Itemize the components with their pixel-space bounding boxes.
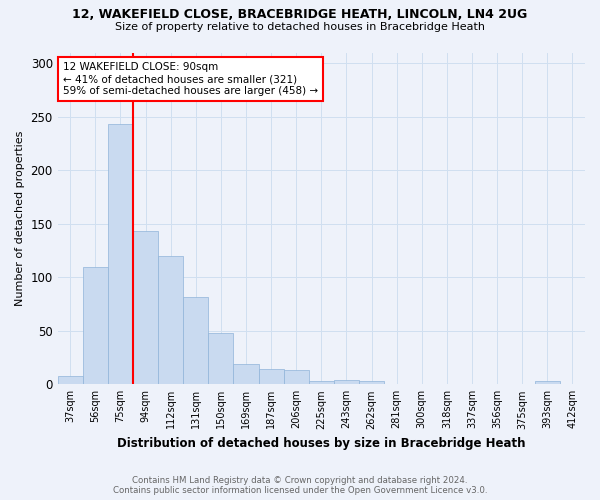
X-axis label: Distribution of detached houses by size in Bracebridge Heath: Distribution of detached houses by size … xyxy=(117,437,526,450)
Bar xyxy=(259,370,284,384)
Text: 12, WAKEFIELD CLOSE, BRACEBRIDGE HEATH, LINCOLN, LN4 2UG: 12, WAKEFIELD CLOSE, BRACEBRIDGE HEATH, … xyxy=(73,8,527,20)
Text: Contains HM Land Registry data © Crown copyright and database right 2024.
Contai: Contains HM Land Registry data © Crown c… xyxy=(113,476,487,495)
Bar xyxy=(284,370,309,384)
Bar xyxy=(133,231,158,384)
Text: 12 WAKEFIELD CLOSE: 90sqm
← 41% of detached houses are smaller (321)
59% of semi: 12 WAKEFIELD CLOSE: 90sqm ← 41% of detac… xyxy=(63,62,318,96)
Bar xyxy=(158,256,183,384)
Text: Size of property relative to detached houses in Bracebridge Heath: Size of property relative to detached ho… xyxy=(115,22,485,32)
Bar xyxy=(58,376,83,384)
Bar xyxy=(233,364,259,384)
Bar xyxy=(334,380,359,384)
Bar xyxy=(208,333,233,384)
Bar xyxy=(83,266,108,384)
Bar xyxy=(309,381,334,384)
Bar xyxy=(108,124,133,384)
Bar xyxy=(183,296,208,384)
Bar xyxy=(359,381,384,384)
Bar xyxy=(535,381,560,384)
Y-axis label: Number of detached properties: Number of detached properties xyxy=(15,130,25,306)
